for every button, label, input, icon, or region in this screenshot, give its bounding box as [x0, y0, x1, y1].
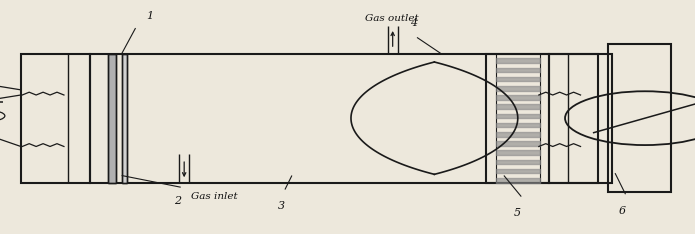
Bar [122, 54, 127, 183]
Bar [122, 54, 127, 183]
Text: 4: 4 [410, 18, 417, 28]
Text: 2: 2 [174, 196, 181, 206]
Bar [108, 54, 116, 183]
Text: 3: 3 [278, 201, 285, 211]
Text: 5: 5 [514, 208, 521, 218]
Text: 6: 6 [619, 206, 626, 216]
Bar [608, 44, 671, 192]
Bar [108, 54, 116, 183]
Bar [90, 54, 598, 183]
Bar [549, 54, 612, 183]
Text: Gas inlet: Gas inlet [191, 192, 238, 201]
Bar [21, 54, 90, 183]
Bar [486, 54, 549, 183]
Text: 1: 1 [146, 11, 153, 21]
Text: Gas outlet: Gas outlet [365, 14, 418, 23]
